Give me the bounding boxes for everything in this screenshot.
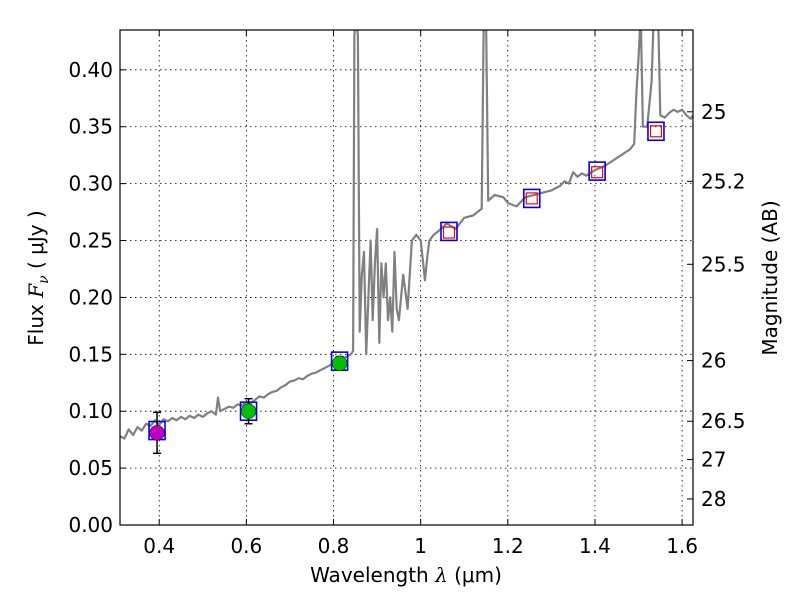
y-tick-label: 0.30 [68,172,113,196]
magnitude-tick-label: 25.2 [701,169,746,193]
x-tick-label: 0.6 [230,534,262,558]
x-tick-label: 1.2 [492,534,524,558]
y-tick-label: 0.40 [68,58,113,82]
magnitude-tick-label: 28 [701,487,726,511]
x-tick-label: 1.6 [666,534,698,558]
model-flux-box [647,121,665,142]
y-tick-label: 0.15 [68,342,113,366]
y-tick-label: 0.20 [68,285,113,309]
observed-flux-point [331,355,348,372]
magnitude-tick-label: 27 [701,448,726,472]
y-tick-label: 0.35 [68,115,113,139]
predicted-flux-square [442,226,456,239]
magnitude-tick-label: 26.5 [701,409,746,433]
y-axis-label: Flux Fν ( μJy ) [24,210,52,345]
magnitude-tick-label: 25 [701,100,726,124]
x-tick-label: 0.4 [143,534,175,558]
observed-flux-point [149,425,165,441]
x-axis-label: Wavelength λ (μm) [310,563,502,587]
model-flux-box [522,188,541,209]
x-tick-label: 0.8 [318,534,350,558]
model-flux-box [588,161,606,181]
model-flux-box [440,221,458,242]
x-tick-label: 1.4 [579,534,611,558]
y-tick-label: 0.00 [68,513,113,537]
predicted-flux-square [591,166,604,179]
axis-ticks [120,30,693,526]
predicted-flux-square [525,192,538,205]
magnitude-tick-label: 26 [701,349,726,373]
grid-lines [120,30,693,526]
observed-flux-point [240,403,257,419]
y-tick-label: 0.25 [68,229,113,253]
y2-axis-label: Magnitude (AB) [758,200,782,355]
plot-frame [119,29,694,526]
y-tick-label: 0.10 [68,399,113,423]
x-tick-label: 1 [414,534,427,558]
magnitude-tick-label: 25.5 [701,252,746,276]
predicted-flux-square [649,125,663,138]
template-sed-line [120,30,693,440]
plot-area [120,30,693,455]
y-tick-label: 0.05 [68,456,113,480]
